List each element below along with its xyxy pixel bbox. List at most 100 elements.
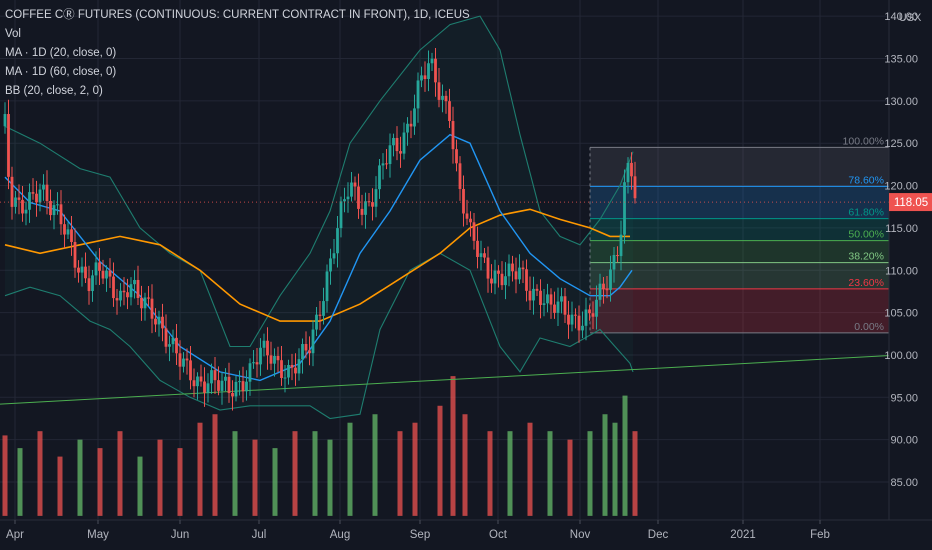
candle-body bbox=[570, 314, 574, 325]
candle-body bbox=[122, 290, 126, 293]
candle-body bbox=[255, 362, 259, 365]
volume-bar bbox=[567, 439, 573, 516]
candle-body bbox=[462, 188, 465, 214]
candle-body bbox=[203, 381, 206, 393]
candle-body bbox=[112, 276, 115, 299]
candle-body bbox=[273, 355, 276, 364]
last-price-badge: 118.05 bbox=[889, 193, 932, 212]
candle-body bbox=[413, 108, 416, 127]
candle-body bbox=[308, 350, 311, 354]
volume-bar bbox=[212, 414, 218, 516]
candle-body bbox=[346, 196, 350, 200]
candle-body bbox=[3, 114, 7, 127]
candle-body bbox=[605, 289, 609, 291]
candle-body bbox=[304, 344, 308, 351]
candle-body bbox=[182, 358, 185, 367]
candle-body bbox=[262, 340, 266, 348]
moving-averages bbox=[4, 133, 633, 382]
candle-body bbox=[535, 288, 539, 291]
candle-body bbox=[224, 376, 227, 381]
candle-body bbox=[77, 267, 80, 273]
candle-body bbox=[556, 301, 560, 313]
candle-body bbox=[294, 367, 297, 374]
candle-body bbox=[560, 296, 563, 302]
candle-body bbox=[108, 270, 112, 277]
candle-body bbox=[248, 363, 252, 382]
candle-body bbox=[140, 297, 143, 309]
x-tick-label: Feb bbox=[810, 529, 830, 541]
candle-body bbox=[234, 381, 238, 397]
price-axis[interactable]: 85.00 90.00 95.00 100.00 105.00 110.00 115.00 1… bbox=[884, 11, 918, 489]
candle-body bbox=[521, 267, 525, 270]
candle-body bbox=[311, 329, 315, 354]
candle-body bbox=[591, 313, 595, 317]
volume-bar bbox=[527, 422, 533, 516]
candle-body bbox=[178, 353, 182, 367]
candle-body bbox=[217, 380, 220, 391]
candle-body bbox=[119, 290, 122, 301]
volume-bar bbox=[17, 448, 23, 516]
fib-level-label: 78.60% bbox=[848, 174, 884, 186]
candle-body bbox=[154, 318, 157, 325]
candle-body bbox=[192, 380, 196, 387]
candle-body bbox=[210, 370, 213, 384]
candle-body bbox=[28, 192, 31, 210]
candle-body bbox=[584, 309, 588, 326]
fib-level-label: 38.20% bbox=[848, 251, 884, 263]
volume-bar bbox=[57, 456, 63, 516]
candle-body bbox=[343, 199, 346, 202]
candle-body bbox=[91, 275, 94, 292]
volume-bar bbox=[507, 431, 513, 516]
x-tick-label: 2021 bbox=[730, 529, 756, 541]
volume-bar bbox=[612, 422, 618, 516]
candle-body bbox=[143, 297, 147, 309]
candle-body bbox=[164, 328, 168, 347]
y-tick-label: 105.00 bbox=[884, 308, 918, 320]
candle-body bbox=[549, 294, 553, 305]
candle-body bbox=[276, 355, 280, 361]
time-axis[interactable]: Apr May Jun Jul Aug Sep Oct Nov Dec 2021 Feb bbox=[6, 520, 830, 541]
support-trendline bbox=[0, 352, 932, 405]
candle-body bbox=[126, 292, 129, 298]
candle-body bbox=[315, 314, 318, 330]
grid-lines bbox=[0, 0, 889, 520]
candle-body bbox=[402, 132, 406, 154]
x-tick-label: Oct bbox=[489, 529, 508, 541]
x-tick-label: Apr bbox=[6, 529, 24, 541]
volume-bar bbox=[437, 405, 443, 516]
candle-body bbox=[595, 299, 598, 317]
candle-body bbox=[497, 270, 500, 274]
trendline[interactable] bbox=[0, 352, 932, 405]
candle-body bbox=[542, 303, 546, 305]
volume-bar bbox=[252, 439, 258, 516]
currency-label: USX bbox=[899, 12, 922, 24]
y-tick-label: 110.00 bbox=[885, 265, 918, 277]
candle-body bbox=[259, 347, 262, 365]
candle-body bbox=[98, 262, 101, 271]
fib-zone bbox=[590, 186, 889, 219]
fib-zone bbox=[590, 240, 889, 263]
candle-body bbox=[87, 278, 91, 292]
x-tick-label: May bbox=[87, 529, 109, 541]
price-candles bbox=[0, 48, 889, 411]
fib-zone bbox=[590, 288, 889, 333]
bb-lower-line bbox=[4, 252, 634, 420]
candle-body bbox=[563, 296, 567, 315]
candle-body bbox=[612, 255, 616, 270]
candle-body bbox=[476, 240, 479, 257]
volume-bar bbox=[97, 448, 103, 516]
candle-body bbox=[469, 218, 472, 223]
candle-body bbox=[287, 364, 290, 378]
candle-body bbox=[24, 209, 28, 214]
candle-body bbox=[353, 182, 357, 187]
volume-bar bbox=[232, 431, 238, 516]
candle-body bbox=[500, 273, 504, 286]
fibonacci-retracement[interactable]: 100.00% 78.60% 61.80% 50.00% 38.20% 23.60% 0.0… bbox=[589, 135, 889, 334]
candle-body bbox=[336, 228, 339, 254]
candle-body bbox=[458, 163, 462, 189]
candle-body bbox=[444, 95, 448, 102]
x-tick-label: Aug bbox=[330, 529, 350, 541]
candle-body bbox=[199, 376, 203, 382]
bb-upper-line bbox=[4, 15, 634, 348]
